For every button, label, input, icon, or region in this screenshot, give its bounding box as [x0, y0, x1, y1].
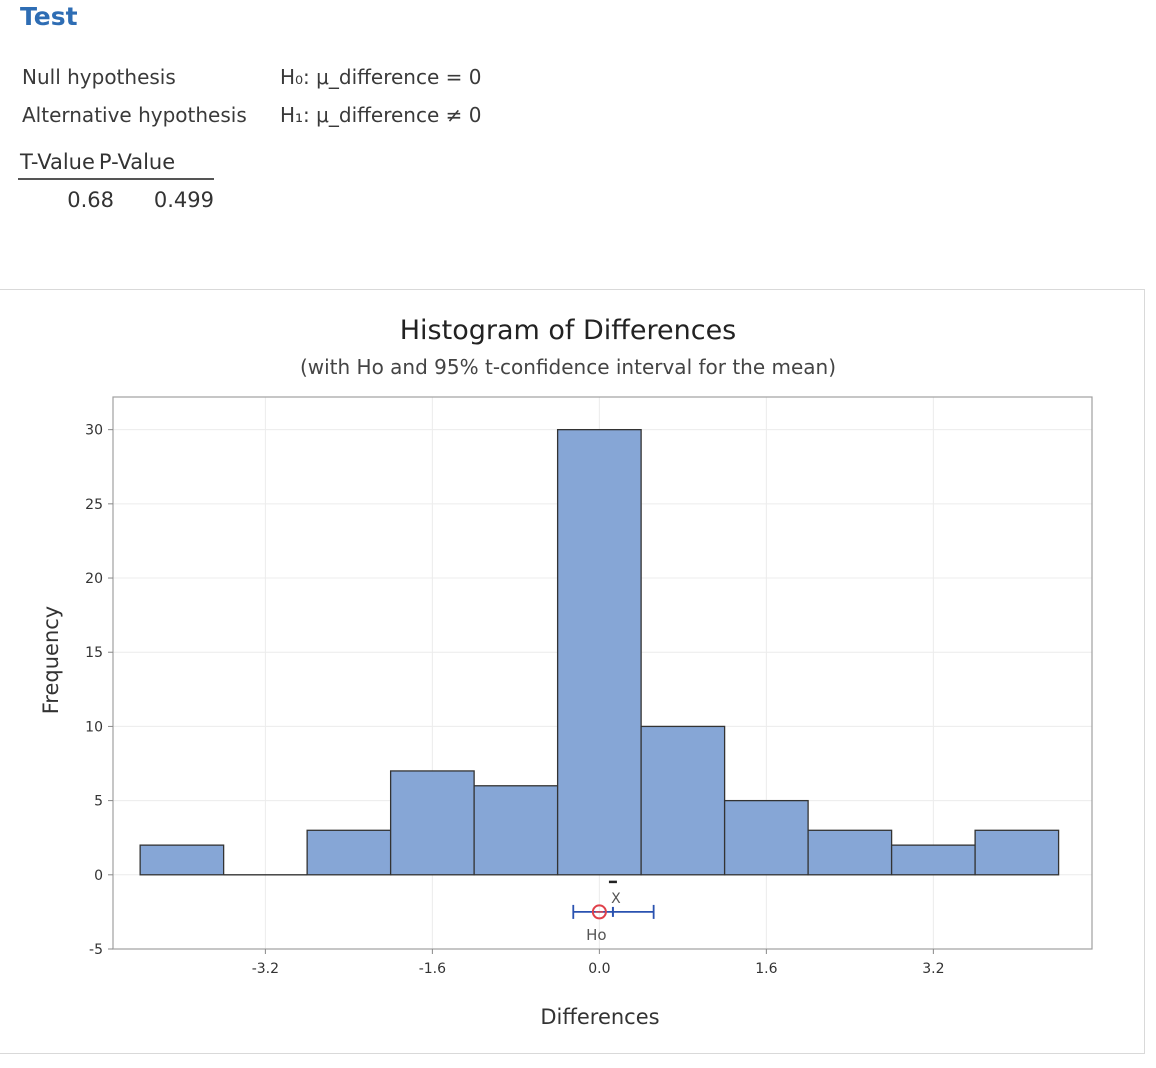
x-tick-label: -3.2 [252, 961, 279, 977]
x-axis-label: Differences [540, 1005, 659, 1029]
histogram-bar [389, 770, 475, 876]
y-tick-label: 0 [94, 868, 103, 884]
histogram-bar [974, 829, 1060, 876]
stats-header-row: T-Value P-Value [18, 150, 214, 180]
x-tick-label: -1.6 [419, 961, 446, 977]
histogram-bar [139, 844, 225, 876]
p-value: 0.499 [153, 188, 214, 212]
alt-hypothesis-label: Alternative hypothesis [22, 103, 247, 127]
histogram-bar [556, 428, 642, 876]
y-tick-label: -5 [89, 942, 103, 958]
histogram-chart: Histogram of Differences (with Ho and 95… [39, 315, 1093, 1029]
ho-marker [591, 904, 607, 920]
alt-hypothesis-value: H₁: μ_difference ≠ 0 [280, 103, 482, 127]
hypothesis-table: Null hypothesis H₀: μ_difference = 0 Alt… [22, 58, 481, 134]
y-tick-label: 25 [85, 497, 103, 513]
x-tick-label: 0.0 [588, 961, 610, 977]
histogram-bar [640, 725, 726, 876]
plot-border [112, 396, 1093, 950]
stats-value-row: 0.68 0.499 [18, 188, 214, 212]
chart-panel: Histogram of Differences (with Ho and 95… [0, 289, 1145, 1054]
chart-title: Histogram of Differences [400, 315, 737, 346]
p-value-header: P-Value [98, 150, 176, 174]
plot-area: -5 0 5 10 15 20 25 30 -3.2 -1.6 0.0 1.6 3.2 X Ho [85, 396, 1093, 977]
test-statistics-table: T-Value P-Value 0.68 0.499 [18, 150, 214, 212]
ho-label: Ho [586, 926, 606, 944]
t-value: 0.68 [67, 188, 114, 212]
histogram-bar [890, 844, 976, 876]
null-hypothesis-row: Null hypothesis H₀: μ_difference = 0 [22, 58, 481, 96]
x-tick-label: 1.6 [755, 961, 777, 977]
null-hypothesis-value: H₀: μ_difference = 0 [280, 65, 482, 89]
t-value-header: T-Value [20, 150, 95, 174]
alt-hypothesis-row: Alternative hypothesis H₁: μ_difference … [22, 96, 481, 134]
y-tick-label: 10 [85, 719, 103, 735]
y-tick-label: 30 [85, 423, 103, 439]
section-title: Test [20, 2, 78, 31]
null-hypothesis-label: Null hypothesis [22, 65, 176, 89]
chart-subtitle: (with Ho and 95% t-confidence interval f… [300, 355, 836, 379]
y-axis-label: Frequency [39, 606, 63, 715]
histogram-bar [473, 785, 559, 876]
histogram-bar [723, 799, 809, 876]
histogram-bar [807, 829, 893, 876]
histogram-bar [306, 829, 392, 876]
y-tick-label: 20 [85, 571, 103, 587]
y-tick-label: 15 [85, 645, 103, 661]
x-tick-label: 3.2 [922, 961, 944, 977]
mean-label: X [611, 891, 621, 907]
y-tick-label: 5 [94, 794, 103, 810]
